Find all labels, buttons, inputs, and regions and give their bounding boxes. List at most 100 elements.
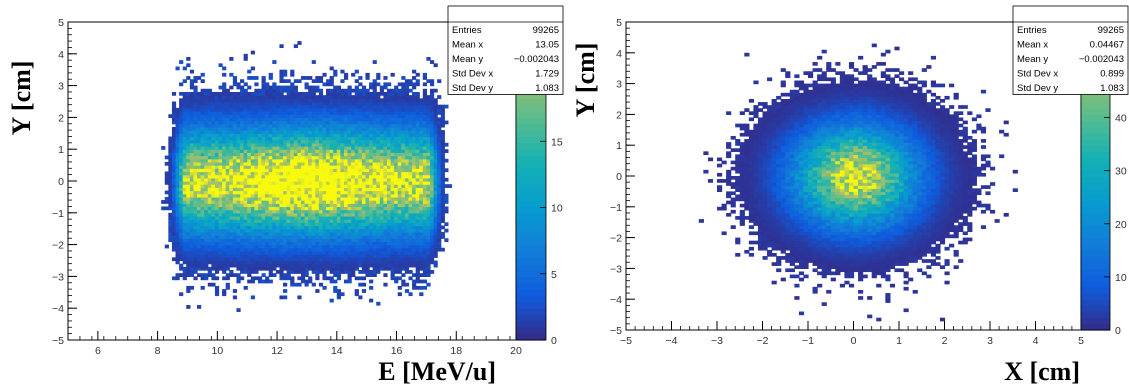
heatmap-cell [340,70,344,74]
heatmap-cell [204,273,208,277]
heatmap-cell [251,295,255,299]
heatmap-cell [362,283,366,287]
heatmap-cell [330,299,334,303]
heatmap-cell [355,289,359,293]
heatmap-cell [315,76,319,80]
heatmap-cell [161,206,165,210]
heatmap-cell [437,95,441,99]
x-tick-label: 20 [510,345,522,357]
heatmap-cell [380,98,384,102]
heatmap-cell [236,92,240,96]
heatmap-cell [287,86,291,90]
heatmap-cell [444,206,448,210]
heatmap-cell [297,283,301,287]
heatmap-cell [412,92,416,96]
color-scale-tick-label: 5 [551,269,557,281]
heatmap-cell [172,257,176,261]
color-scale-band [516,162,546,169]
color-scale-band [516,187,546,194]
heatmap-cell [444,121,448,125]
heatmap-cell [708,158,713,162]
color-scale-band [516,98,546,105]
heatmap-cell [717,158,722,162]
heatmap-cell [726,111,731,115]
heatmap-cell [247,92,251,96]
heatmap-cell [441,248,445,252]
heatmap-cell [272,273,276,277]
heatmap-cell [412,76,416,80]
heatmap-cell [430,89,434,93]
heatmap-cell [279,44,283,48]
heatmap-cell [190,79,194,83]
heatmap-cell [322,95,326,99]
heatmap-cell [297,79,301,83]
heatmap-cell [731,191,736,195]
heatmap-cell [161,146,165,150]
heatmap-cell [201,286,205,290]
heatmap-cell [376,302,380,306]
color-scale-band [516,168,546,175]
heatmap-cell [258,276,262,280]
heatmap-cell [369,92,373,96]
heatmap-cell [315,95,319,99]
heatmap-cell [444,222,448,226]
color-scale-band [516,308,546,315]
heatmap-cell [362,289,366,293]
heatmap-cell [383,283,387,287]
heatmap-cell [165,197,169,201]
heatmap-cell [262,76,266,80]
heatmap-cell [161,200,165,204]
color-scale-band [516,264,546,271]
heatmap-cell [348,86,352,90]
heatmap-cell [208,89,212,93]
heatmap-cell [215,92,219,96]
color-scale-tick-label: 0 [551,335,557,347]
color-scale-band [516,124,546,131]
heatmap-cell [305,76,309,80]
heatmap-cell [394,276,398,280]
heatmap-cell [283,70,287,74]
heatmap-cell [726,170,731,174]
heatmap-cell [179,273,183,277]
heatmap-cell [254,76,258,80]
heatmap-cell [740,133,745,137]
heatmap-cell [735,194,740,198]
heatmap-cell [172,127,176,131]
stats-value: 1.083 [535,83,559,94]
heatmap-cell [165,245,169,249]
heatmap-cell [308,76,312,80]
y-tick-label: −1 [52,208,64,220]
heatmap-cell [179,60,183,64]
heatmap-cell [419,280,423,284]
heatmap-cell [179,264,183,268]
heatmap-cell [247,280,251,284]
heatmap-cell [419,273,423,277]
heatmap-cell [703,151,708,155]
heatmap-cell [358,295,362,299]
stats-label: Std Dev y [452,83,493,94]
heatmap-cell [229,270,233,274]
heatmap-cell [416,92,420,96]
heatmap-cell [717,207,722,211]
heatmap-cell [290,276,294,280]
heatmap-cell [434,261,438,265]
heatmap-cell [444,143,448,147]
heatmap-cell [247,86,251,90]
heatmap-cell [197,305,201,309]
heatmap-cell [244,82,248,86]
heatmap-cell [441,226,445,230]
x-tick-label: 6 [95,345,101,357]
heatmap-cell [376,73,380,77]
heatmap-cell [204,89,208,93]
color-scale-band [516,334,546,341]
heatmap-cell [387,82,391,86]
heatmap-cell [315,289,319,293]
heatmap-cell [423,286,427,290]
heatmap-cell [197,76,201,80]
heatmap-cell [172,92,176,96]
stats-value: 1.729 [535,69,559,80]
heatmap-cell [233,295,237,299]
y-axis-label: Y [cm] [7,61,36,136]
x-tick-label: 16 [391,345,403,357]
